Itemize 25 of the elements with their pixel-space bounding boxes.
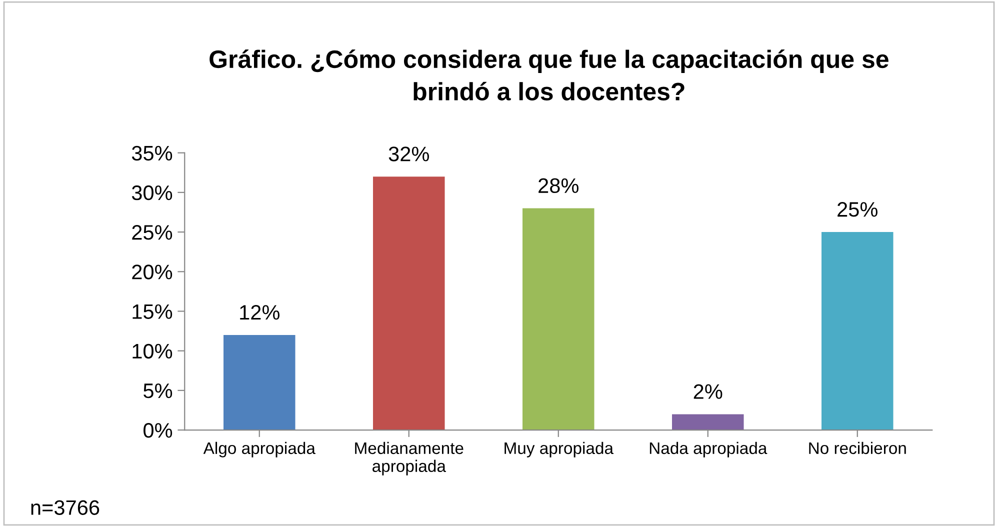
data-label: 2%	[694, 384, 722, 399]
y-tick-label: 10%	[132, 344, 172, 359]
y-tick-label: 15%	[132, 304, 172, 319]
x-tick-label: No recibieron	[809, 442, 906, 454]
bar	[373, 176, 445, 430]
data-label: 28%	[538, 178, 578, 194]
bar	[522, 208, 594, 430]
data-label: 12%	[240, 305, 280, 320]
bar	[822, 232, 894, 430]
bar	[224, 334, 296, 430]
y-tick-label: 0%	[144, 423, 172, 438]
x-tick-label: Nada apropiada	[650, 442, 768, 458]
chart-title: Gráfico. ¿Cómo considera que fue la capacitación que se brindó a los docentes?	[210, 50, 888, 100]
x-tick-label: Medianamente apropiada	[355, 442, 464, 476]
y-tick-label: 5%	[144, 384, 172, 398]
text: n=3766	[31, 500, 100, 515]
y-tick-label: 25%	[132, 225, 172, 240]
x-tick-label: Muy apropiada	[504, 442, 614, 458]
x-tick-label: Algo apropiada	[203, 442, 316, 458]
data-label: 32%	[388, 146, 429, 162]
y-tick-label: 30%	[132, 185, 172, 200]
bar	[672, 414, 744, 430]
y-tick-label: 20%	[132, 264, 172, 280]
y-tick-label: 35%	[132, 146, 172, 161]
data-label: 25%	[838, 202, 878, 217]
